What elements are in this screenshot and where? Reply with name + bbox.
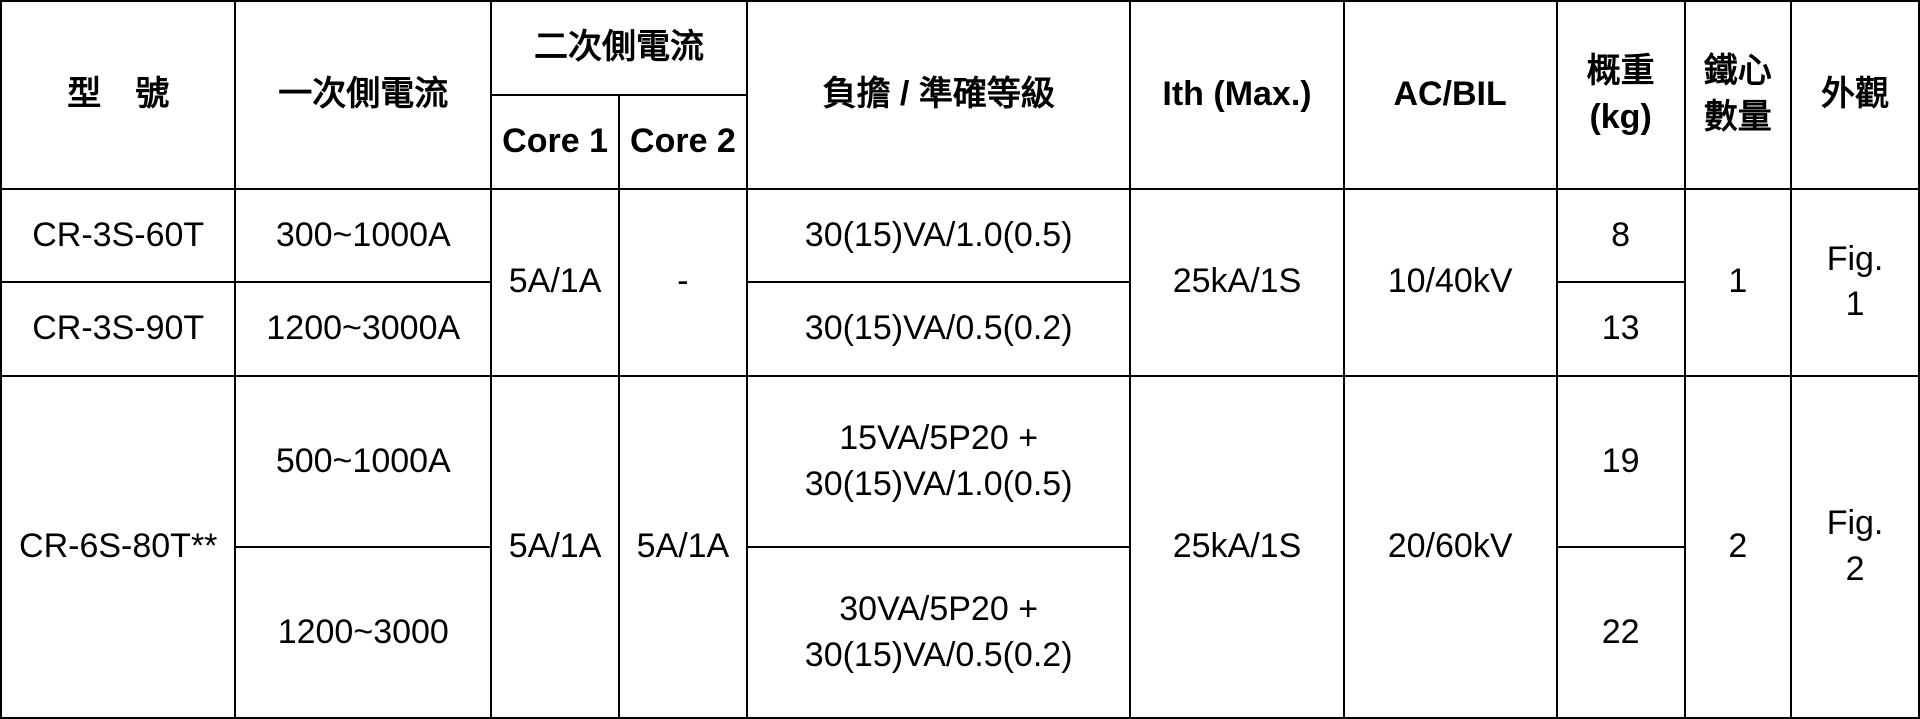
cell-cores: 1 — [1685, 189, 1792, 377]
cell-primary: 500~1000A — [235, 376, 491, 547]
cell-weight: 19 — [1557, 376, 1685, 547]
header-secondary: 二次側電流 — [491, 1, 747, 95]
cell-burden: 30(15)VA/0.5(0.2) — [747, 282, 1131, 376]
cell-acbil: 10/40kV — [1344, 189, 1557, 377]
header-burden: 負擔 / 準確等級 — [747, 1, 1131, 189]
cell-burden-line1: 15VA/5P20 + — [839, 419, 1038, 457]
cell-cores: 2 — [1685, 376, 1792, 718]
table-row: CR-6S-80T** 500~1000A 5A/1A 5A/1A 15VA/5… — [1, 376, 1919, 547]
cell-core1: 5A/1A — [491, 189, 619, 377]
cell-model: CR-6S-80T** — [1, 376, 235, 718]
header-core2: Core 2 — [619, 95, 747, 189]
cell-figure: Fig. 2 — [1791, 376, 1919, 718]
cell-primary: 300~1000A — [235, 189, 491, 283]
cell-figure: Fig. 1 — [1791, 189, 1919, 377]
cell-ith: 25kA/1S — [1130, 189, 1343, 377]
cell-burden: 15VA/5P20 + 30(15)VA/1.0(0.5) — [747, 376, 1131, 547]
cell-core1: 5A/1A — [491, 376, 619, 718]
cell-core2: - — [619, 189, 747, 377]
cell-figure-line2: 2 — [1846, 550, 1865, 588]
header-primary: 一次側電流 — [235, 1, 491, 189]
header-cores-line2: 數量 — [1704, 98, 1772, 136]
cell-primary: 1200~3000 — [235, 547, 491, 718]
header-acbil: AC/BIL — [1344, 1, 1557, 189]
cell-weight: 22 — [1557, 547, 1685, 718]
cell-burden-line2: 30(15)VA/0.5(0.2) — [805, 636, 1073, 674]
cell-burden: 30VA/5P20 + 30(15)VA/0.5(0.2) — [747, 547, 1131, 718]
table-row: CR-3S-90T 1200~3000A 30(15)VA/0.5(0.2) 1… — [1, 282, 1919, 376]
header-ith: Ith (Max.) — [1130, 1, 1343, 189]
cell-weight: 13 — [1557, 282, 1685, 376]
header-model: 型號 — [1, 1, 235, 189]
header-cores-line1: 鐵心 — [1704, 52, 1772, 90]
header-weight-line2: (kg) — [1589, 98, 1651, 136]
cell-figure-line2: 1 — [1846, 285, 1865, 323]
header-core1: Core 1 — [491, 95, 619, 189]
cell-weight: 8 — [1557, 189, 1685, 283]
cell-ith: 25kA/1S — [1130, 376, 1343, 718]
header-cores: 鐵心 數量 — [1685, 1, 1792, 189]
header-row-1: 型號 一次側電流 二次側電流 負擔 / 準確等級 Ith (Max.) AC/B… — [1, 1, 1919, 95]
header-weight: 概重 (kg) — [1557, 1, 1685, 189]
cell-burden-line2: 30(15)VA/1.0(0.5) — [805, 465, 1073, 503]
cell-burden: 30(15)VA/1.0(0.5) — [747, 189, 1131, 283]
header-figure: 外觀 — [1791, 1, 1919, 189]
cell-model: CR-3S-60T — [1, 189, 235, 283]
cell-primary: 1200~3000A — [235, 282, 491, 376]
cell-figure-line1: Fig. — [1827, 504, 1884, 542]
table-row: CR-3S-60T 300~1000A 5A/1A - 30(15)VA/1.0… — [1, 189, 1919, 283]
spec-table: 型號 一次側電流 二次側電流 負擔 / 準確等級 Ith (Max.) AC/B… — [0, 0, 1920, 719]
cell-acbil: 20/60kV — [1344, 376, 1557, 718]
cell-core2: 5A/1A — [619, 376, 747, 718]
cell-figure-line1: Fig. — [1827, 240, 1884, 278]
cell-burden-line1: 30VA/5P20 + — [839, 590, 1038, 628]
table-row: 1200~3000 30VA/5P20 + 30(15)VA/0.5(0.2) … — [1, 547, 1919, 718]
header-weight-line1: 概重 — [1587, 52, 1655, 90]
cell-model: CR-3S-90T — [1, 282, 235, 376]
